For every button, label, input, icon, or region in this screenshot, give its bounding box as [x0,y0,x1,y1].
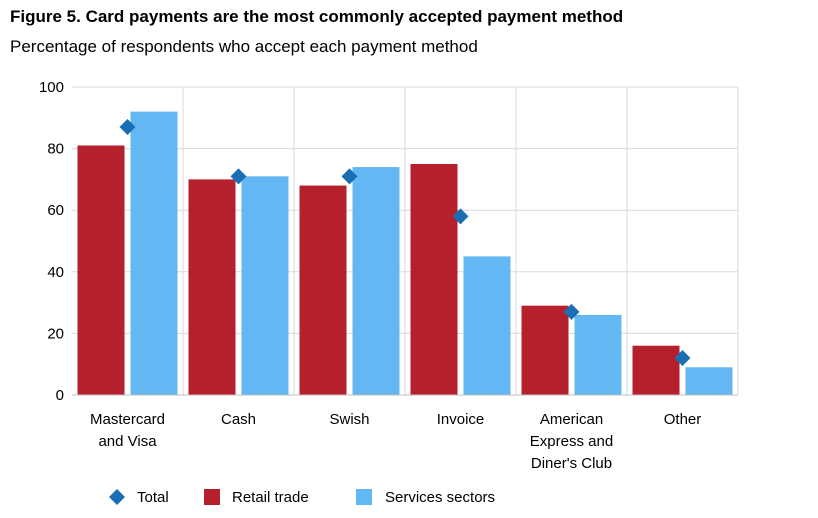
legend-swatch-services-sectors [356,489,372,505]
axes-group: 0 20 40 60 80 100 Mastercard and Visa Cash Swish I… [39,79,738,472]
x-tick-label: Cash [221,411,256,428]
gridlines [72,86,739,395]
marker-total [452,208,469,225]
x-tick-label: Other [664,411,702,428]
legend-label: Retail trade [232,489,309,506]
x-tick-label: Express and [530,433,613,450]
bar-services-sectors [574,314,622,395]
marker-total [119,119,136,136]
x-tick-label: Invoice [437,411,485,428]
y-tick-label: 0 [56,387,64,404]
chart-subtitle: Percentage of respondents who accept eac… [10,37,478,56]
bar-retail-trade [77,145,125,395]
y-tick-label: 80 [47,141,64,158]
legend-label: Total [137,489,169,506]
bar-retail-trade [521,305,569,395]
x-tick-label: Diner's Club [531,455,612,472]
bars-group [77,111,733,395]
x-tick-label: Mastercard [90,411,165,428]
markers-group [119,119,691,367]
y-tick-label: 100 [39,79,64,96]
bar-services-sectors [685,367,733,395]
marker-total [341,168,358,185]
x-tick-label: American [540,411,603,428]
x-tick-label: Swish [329,411,369,428]
bar-services-sectors [241,176,289,395]
legend: Total Retail trade Services sectors [109,489,495,506]
legend-label: Services sectors [385,489,495,506]
y-tick-label: 20 [47,325,64,342]
marker-total [563,303,580,320]
y-tick-label: 40 [47,264,64,281]
x-tick-label: and Visa [98,433,157,450]
bar-services-sectors [130,111,178,395]
bar-services-sectors [352,167,400,395]
chart-title: Figure 5. Card payments are the most com… [10,7,624,26]
marker-total [230,168,247,185]
bar-retail-trade [632,345,680,395]
legend-swatch-retail-trade [204,489,220,505]
bar-retail-trade [188,179,236,395]
bar-retail-trade [410,164,458,395]
legend-swatch-total [109,489,125,505]
marker-total [674,350,691,367]
bar-retail-trade [299,185,347,395]
bar-services-sectors [463,256,511,395]
y-tick-label: 60 [47,202,64,219]
